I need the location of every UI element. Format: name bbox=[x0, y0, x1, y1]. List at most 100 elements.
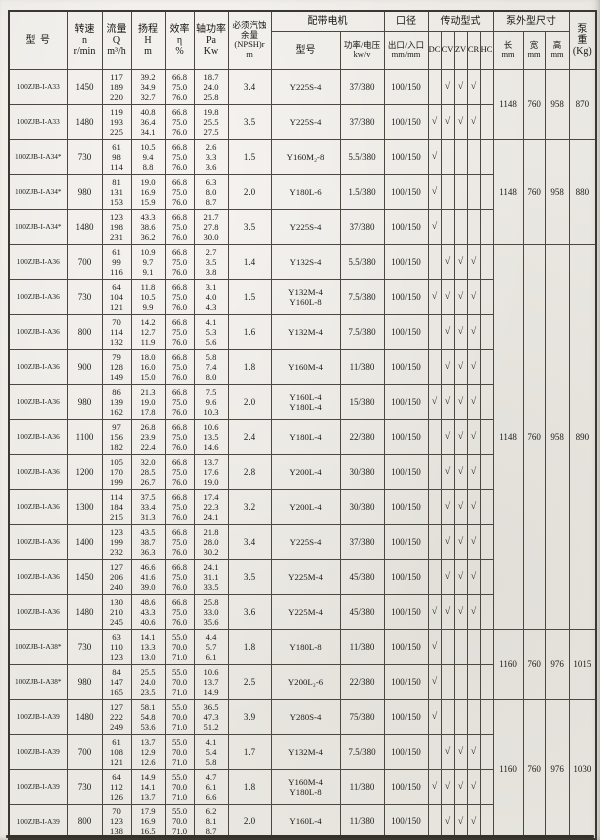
motor-model-cell: Y180L-6 bbox=[270, 173, 341, 210]
npsh-cell: 3.5 bbox=[227, 103, 272, 140]
shaft-power-cell: 6.2 8.1 8.7 bbox=[193, 803, 229, 840]
head-cell: 14.1 13.3 13.0 bbox=[130, 628, 166, 665]
drive-check-cr-cell: √ bbox=[466, 593, 481, 630]
shaft-power-cell: 10.6 13.5 14.6 bbox=[193, 418, 229, 455]
drive-check-hc-cell bbox=[479, 558, 494, 595]
header-bore: 出口/入口 mm/mm bbox=[383, 30, 429, 70]
drive-check-cr-cell: √ bbox=[466, 243, 481, 280]
bore-cell: 100/150 bbox=[383, 663, 429, 700]
model-cell: 100ZJB-I-A33 bbox=[8, 103, 68, 140]
bore-cell: 100/150 bbox=[383, 593, 429, 630]
drive-check-cv-cell bbox=[440, 138, 455, 175]
shaft-power-cell: 4.1 5.3 5.6 bbox=[193, 313, 229, 350]
drive-check-dc-cell bbox=[427, 733, 442, 770]
drive-check-dc-cell: √ bbox=[427, 628, 442, 665]
drive-check-dc-cell: √ bbox=[427, 208, 442, 245]
drive-check-zv-cell: √ bbox=[453, 803, 468, 840]
flow-cell: 84 147 165 bbox=[101, 663, 132, 700]
weight-cell: 1015 bbox=[568, 628, 597, 700]
npsh-cell: 1.8 bbox=[227, 628, 272, 665]
flow-cell: 105 170 199 bbox=[101, 453, 132, 490]
drive-check-cr-cell: √ bbox=[466, 523, 481, 560]
efficiency-cell: 55.0 70.0 71.0 bbox=[164, 803, 195, 840]
bore-cell: 100/150 bbox=[383, 803, 429, 840]
header-shaft-power: 轴功率 Pa Kw bbox=[193, 10, 229, 70]
drive-check-cr-cell: √ bbox=[466, 558, 481, 595]
motor-model-cell: Y132M-4 bbox=[270, 313, 341, 350]
efficiency-cell: 66.8 75.0 76.0 bbox=[164, 523, 195, 560]
head-cell: 58.1 54.8 53.6 bbox=[130, 698, 166, 735]
table-row: 100ZJB-I-A36 800 70 114 132 14.2 12.7 11.9 6… bbox=[8, 313, 596, 350]
drive-check-zv-cell: √ bbox=[453, 243, 468, 280]
motor-power-cell: 37/380 bbox=[339, 523, 385, 560]
efficiency-cell: 66.8 75.0 76.0 bbox=[164, 278, 195, 315]
drive-check-hc-cell bbox=[479, 593, 494, 630]
efficiency-cell: 66.8 75.0 76.0 bbox=[164, 348, 195, 385]
shaft-power-cell: 4.4 5.7 6.1 bbox=[193, 628, 229, 665]
drive-check-dc-cell: √ bbox=[427, 383, 442, 420]
efficiency-cell: 66.8 75.0 76.0 bbox=[164, 488, 195, 525]
drive-check-hc-cell bbox=[479, 803, 494, 840]
model-cell: 100ZJB-I-A36 bbox=[8, 418, 68, 455]
shaft-power-cell: 6.3 8.0 8.7 bbox=[193, 173, 229, 210]
drive-check-zv-cell: √ bbox=[453, 733, 468, 770]
header-dim-height: 高 mm bbox=[544, 30, 570, 70]
motor-power-cell: 22/380 bbox=[339, 418, 385, 455]
drive-check-hc-cell bbox=[479, 138, 494, 175]
motor-power-cell: 37/380 bbox=[339, 208, 385, 245]
drive-check-cv-cell: √ bbox=[440, 313, 455, 350]
drive-check-zv-cell bbox=[453, 173, 468, 210]
flow-cell: 61 99 116 bbox=[101, 243, 132, 280]
height-cell: 958 bbox=[544, 138, 570, 245]
header-head: 扬程 H m bbox=[130, 10, 166, 70]
drive-check-dc-cell bbox=[427, 243, 442, 280]
drive-check-cr-cell: √ bbox=[466, 278, 481, 315]
motor-power-cell: 5.5/380 bbox=[339, 138, 385, 175]
weight-cell: 880 bbox=[568, 138, 597, 245]
flow-cell: 117 189 220 bbox=[101, 68, 132, 105]
drive-check-cv-cell: √ bbox=[440, 453, 455, 490]
drive-check-cr-cell bbox=[466, 173, 481, 210]
drive-check-dc-cell: √ bbox=[427, 593, 442, 630]
motor-power-cell: 5.5/380 bbox=[339, 243, 385, 280]
bore-cell: 100/150 bbox=[383, 733, 429, 770]
shaft-power-cell: 25.8 33.0 35.6 bbox=[193, 593, 229, 630]
speed-cell: 700 bbox=[66, 243, 103, 280]
speed-cell: 1100 bbox=[66, 418, 103, 455]
motor-model-cell: Y200L-4 bbox=[270, 453, 341, 490]
shaft-power-cell: 4.1 5.4 5.8 bbox=[193, 733, 229, 770]
header-flow: 流量 Q m³/h bbox=[101, 10, 132, 70]
motor-model-cell: Y200L-4 bbox=[270, 488, 341, 525]
header-drive-dc: DC bbox=[427, 30, 442, 70]
drive-check-hc-cell bbox=[479, 348, 494, 385]
table-row: 100ZJB-I-A36 1200 105 170 199 32.0 28.5 26.… bbox=[8, 453, 596, 490]
length-cell: 1160 bbox=[492, 698, 524, 840]
drive-check-cv-cell: √ bbox=[440, 593, 455, 630]
header-bore-group: 口径 bbox=[383, 10, 429, 32]
npsh-cell: 1.5 bbox=[227, 278, 272, 315]
efficiency-cell: 66.8 75.0 76.0 bbox=[164, 68, 195, 105]
table-row: 100ZJB-I-A36 730 64 104 121 11.8 10.5 9.9 66… bbox=[8, 278, 596, 315]
drive-check-hc-cell bbox=[479, 243, 494, 280]
flow-cell: 119 193 225 bbox=[101, 103, 132, 140]
motor-power-cell: 11/380 bbox=[339, 803, 385, 840]
motor-power-cell: 30/380 bbox=[339, 488, 385, 525]
motor-power-cell: 37/380 bbox=[339, 103, 385, 140]
bore-cell: 100/150 bbox=[383, 173, 429, 210]
header-motor-power: 功率/电压 kw/v bbox=[339, 30, 385, 70]
motor-model-cell: Y225M-4 bbox=[270, 558, 341, 595]
bore-cell: 100/150 bbox=[383, 278, 429, 315]
motor-model-cell: Y160L-4 Y180L-4 bbox=[270, 383, 341, 420]
efficiency-cell: 55.0 70.0 71.0 bbox=[164, 663, 195, 700]
head-cell: 37.5 33.4 31.3 bbox=[130, 488, 166, 525]
width-cell: 760 bbox=[522, 698, 546, 840]
efficiency-cell: 66.8 75.0 76.0 bbox=[164, 313, 195, 350]
drive-check-cv-cell bbox=[440, 628, 455, 665]
npsh-cell: 2.0 bbox=[227, 173, 272, 210]
speed-cell: 1480 bbox=[66, 593, 103, 630]
table-row: 100ZJB-I-A38* 730 63 110 123 14.1 13.3 13.0… bbox=[8, 628, 597, 700]
table-row: 100ZJB-I-A34* 730 61 98 114 10.5 9.4 8.8 66.… bbox=[8, 138, 597, 245]
drive-check-cr-cell: √ bbox=[466, 768, 481, 805]
efficiency-cell: 55.0 70.0 71.0 bbox=[164, 768, 195, 805]
flow-cell: 79 128 149 bbox=[101, 348, 132, 385]
